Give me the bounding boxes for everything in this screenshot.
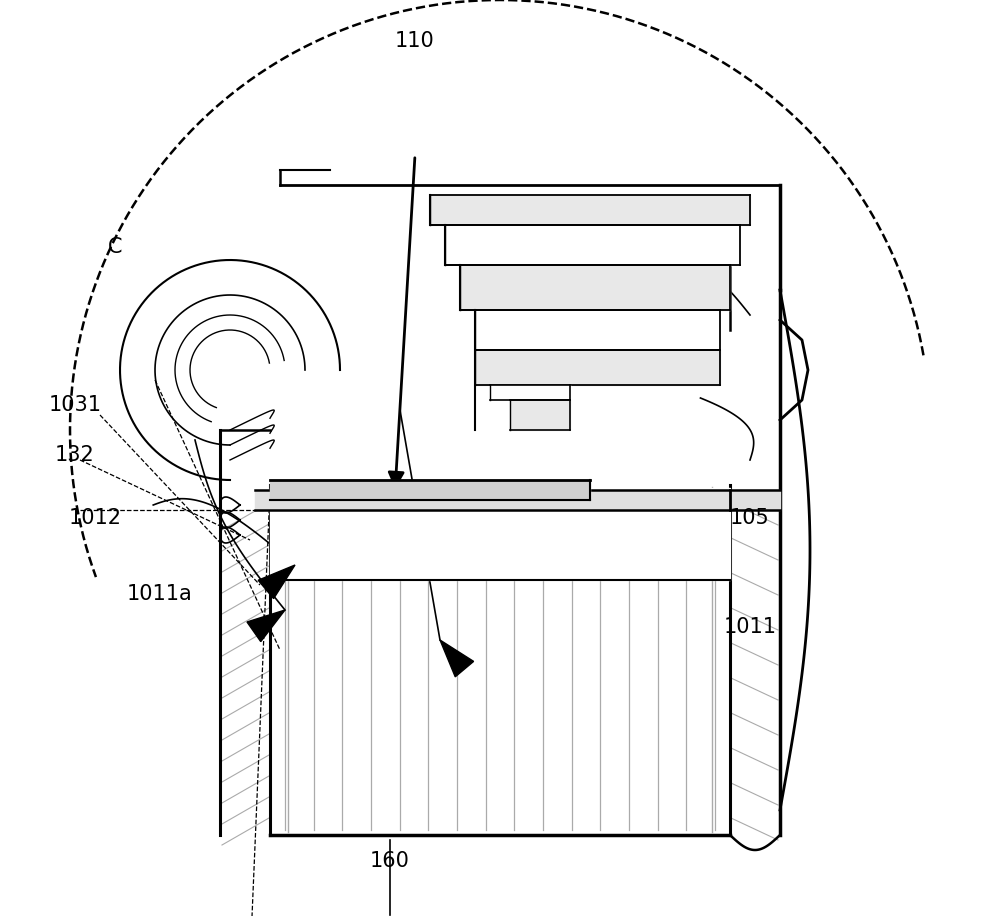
Polygon shape (475, 310, 720, 350)
Polygon shape (255, 490, 780, 510)
Text: 1031: 1031 (48, 395, 102, 415)
Polygon shape (247, 610, 285, 641)
Polygon shape (270, 480, 590, 500)
Polygon shape (440, 640, 474, 677)
Text: 1012: 1012 (68, 507, 122, 528)
Polygon shape (270, 488, 730, 580)
Text: C: C (108, 237, 122, 257)
Text: 110: 110 (395, 31, 435, 51)
Polygon shape (258, 565, 295, 599)
Text: 160: 160 (370, 851, 410, 871)
Text: 1011: 1011 (724, 617, 776, 638)
Polygon shape (460, 265, 730, 310)
Text: 105: 105 (730, 507, 770, 528)
Polygon shape (445, 225, 740, 265)
Polygon shape (475, 350, 720, 385)
Text: 132: 132 (55, 445, 95, 465)
Text: 1011a: 1011a (127, 583, 193, 604)
Polygon shape (430, 195, 750, 225)
Polygon shape (490, 385, 570, 400)
Polygon shape (510, 400, 570, 430)
